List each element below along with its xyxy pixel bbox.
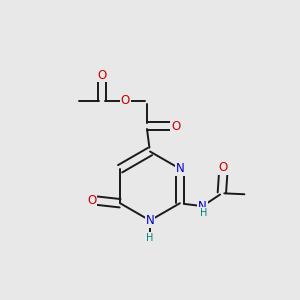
Text: H: H	[200, 208, 207, 218]
Text: O: O	[121, 94, 130, 107]
Text: O: O	[171, 119, 180, 133]
Text: O: O	[219, 161, 228, 174]
Text: N: N	[198, 200, 207, 213]
Text: N: N	[176, 162, 184, 175]
Text: O: O	[87, 194, 96, 207]
Text: N: N	[146, 214, 154, 227]
Text: H: H	[146, 233, 154, 243]
Text: O: O	[98, 68, 106, 82]
